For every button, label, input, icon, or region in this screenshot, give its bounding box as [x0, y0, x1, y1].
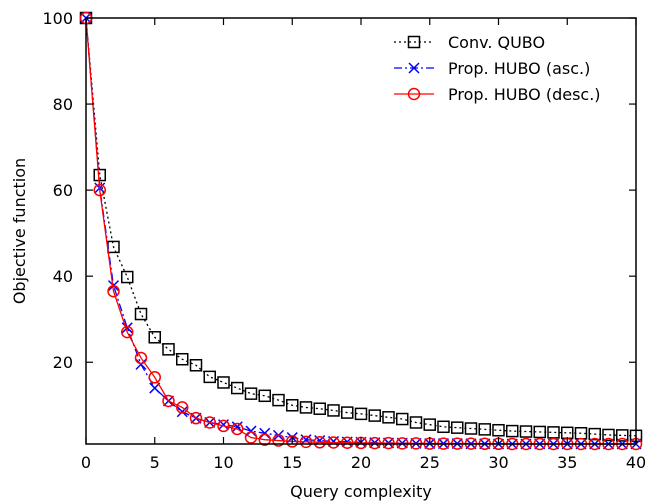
data-point: [149, 382, 161, 394]
data-point: [107, 284, 120, 298]
data-point: [189, 411, 203, 425]
data-point: [506, 424, 519, 438]
data-point: [396, 412, 409, 426]
data-point: [300, 434, 312, 446]
legend-label: Conv. QUBO: [448, 33, 545, 52]
data-point: [382, 436, 395, 450]
data-point: [327, 436, 340, 449]
data-point: [258, 389, 271, 403]
data-point: [203, 416, 216, 429]
data-point: [259, 427, 271, 439]
x-tick-label: 30: [488, 453, 508, 472]
data-point: [231, 381, 244, 395]
data-point: [217, 419, 230, 433]
x-tick-label: 15: [282, 453, 302, 472]
legend-marker: [407, 87, 421, 101]
y-axis-label: Objective function: [10, 158, 29, 304]
data-point: [341, 406, 354, 419]
data-point: [203, 370, 216, 384]
data-point: [121, 322, 133, 334]
data-point: [148, 331, 161, 344]
data-point: [286, 435, 299, 448]
data-point: [464, 422, 478, 435]
data-point: [176, 401, 189, 414]
data-point: [519, 425, 533, 438]
data-point: [231, 422, 244, 436]
data-point: [478, 423, 491, 436]
legend-item: Conv. QUBO: [394, 33, 545, 52]
data-point: [368, 436, 381, 450]
data-point: [134, 351, 148, 365]
x-axis-ticks: 0 5 10 15 20 25 30 35 40: [81, 18, 646, 472]
x-tick-label: 10: [213, 453, 233, 472]
data-point: [299, 401, 313, 414]
x-tick-label: 5: [150, 453, 160, 472]
data-point: [286, 399, 299, 412]
data-point: [588, 427, 601, 441]
data-point: [162, 343, 175, 356]
data-point: [451, 421, 464, 434]
data-point: [368, 409, 381, 422]
y-tick-label: 80: [53, 95, 73, 114]
y-tick-label: 60: [53, 181, 73, 200]
data-point: [176, 406, 188, 418]
data-point: [245, 425, 257, 437]
data-point: [354, 407, 368, 421]
data-point: [409, 416, 423, 429]
data-point: [602, 428, 615, 442]
data-point: [341, 436, 354, 449]
x-tick-label: 25: [420, 453, 440, 472]
data-point: [299, 435, 313, 449]
legend-marker: [408, 62, 420, 74]
data-point: [313, 436, 326, 449]
y-tick-label: 20: [53, 353, 73, 372]
data-point: [616, 429, 629, 442]
data-point: [492, 423, 505, 437]
legend-item: Prop. HUBO (desc.): [394, 85, 601, 104]
data-point: [244, 431, 258, 444]
data-point: [189, 359, 203, 372]
x-tick-label: 35: [557, 453, 577, 472]
data-point: [382, 411, 395, 424]
data-point: [244, 387, 258, 400]
y-tick-label: 100: [42, 9, 73, 28]
data-point: [134, 307, 148, 321]
data-point: [313, 402, 326, 415]
series-1: [79, 11, 643, 443]
legend-marker: [407, 35, 421, 49]
data-point: [217, 376, 230, 389]
data-point: [148, 371, 161, 384]
data-point: [231, 421, 243, 433]
data-point: [423, 418, 436, 431]
data-point: [162, 394, 175, 408]
plot-background: [86, 18, 636, 444]
data-point: [533, 425, 546, 439]
data-point: [176, 352, 189, 366]
x-tick-label: 40: [626, 453, 646, 472]
data-point: [327, 404, 340, 417]
legend-label: Prop. HUBO (desc.): [448, 85, 601, 104]
x-tick-label: 20: [351, 453, 371, 472]
legend-item: Prop. HUBO (asc.): [394, 59, 590, 78]
legend-label: Prop. HUBO (asc.): [448, 59, 590, 78]
data-point: [258, 433, 271, 446]
data-point: [121, 270, 134, 284]
x-tick-label: 0: [81, 453, 91, 472]
legend: Conv. QUBO Prop. HUBO (asc.) Prop. HUBO (d…: [394, 33, 601, 104]
x-axis-label: Query complexity: [290, 482, 432, 501]
data-point: [135, 358, 147, 370]
data-point: [272, 434, 285, 447]
data-point: [121, 325, 134, 339]
y-axis-ticks: 20 40 60 80 100: [42, 9, 636, 372]
data-point: [272, 393, 285, 407]
series-line: [85, 17, 637, 437]
y-tick-label: 40: [53, 267, 73, 286]
data-point: [437, 420, 450, 434]
data-point: [93, 183, 106, 197]
